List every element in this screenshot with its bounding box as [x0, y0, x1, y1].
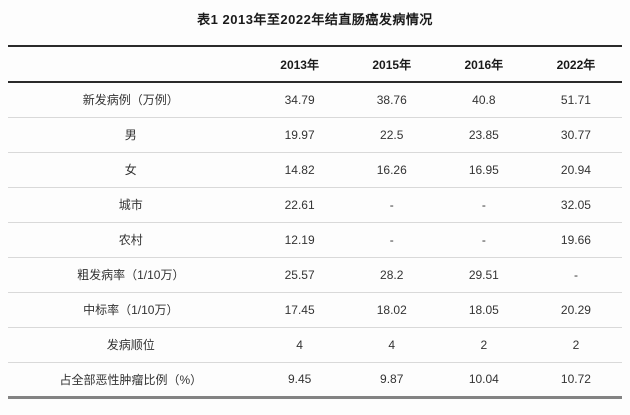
row-label: 新发病例（万例）: [82, 93, 179, 108]
row-label: 占全部恶性肿瘤比例（%）: [59, 372, 203, 387]
cell-value: 25.57: [284, 267, 315, 282]
table-row: 占全部恶性肿瘤比例（%） 9.45 9.87 10.04 10.72: [8, 362, 622, 397]
cell-value: -: [481, 232, 486, 247]
header-row: 2013年 2015年 2016年 2022年: [8, 46, 622, 82]
header-cell-year: 2016年: [464, 57, 504, 72]
cell-value: -: [389, 232, 394, 247]
table-title: 表1 2013年至2022年结直肠癌发病情况: [197, 12, 433, 27]
cell-value: 4: [296, 337, 303, 352]
row-label: 城市: [118, 198, 143, 212]
cell-value: 28.2: [380, 267, 404, 282]
table-header: 2013年 2015年 2016年 2022年: [8, 46, 622, 82]
row-label: 农村: [118, 233, 143, 247]
header-cell-label: [8, 46, 254, 82]
cell-value: 51.71: [560, 92, 591, 107]
cell-value: 19.66: [560, 232, 591, 247]
cell-value: 20.29: [560, 302, 591, 317]
table-row: 粗发病率（1/10万） 25.57 28.2 29.51 -: [8, 257, 622, 292]
row-label: 女: [124, 163, 137, 177]
cell-value: 40.8: [472, 92, 496, 107]
table-row: 发病顺位 4 4 2 2: [8, 327, 622, 362]
cell-value: 10.04: [468, 372, 499, 386]
cell-value: 20.94: [560, 162, 591, 177]
cell-value: 29.51: [468, 267, 499, 282]
table-body: 新发病例（万例） 34.79 38.76 40.8 51.71 男 19.97 22.5 23.…: [8, 82, 622, 397]
table-row: 新发病例（万例） 34.79 38.76 40.8 51.71: [8, 82, 622, 117]
cell-value: -: [481, 197, 486, 212]
cell-value: 4: [388, 337, 396, 352]
table-row: 女 14.82 16.26 16.95 20.94: [8, 152, 622, 187]
cell-value: 30.77: [560, 127, 591, 142]
table-row: 男 19.97 22.5 23.85 30.77: [8, 117, 622, 152]
cell-value: 17.45: [284, 302, 315, 317]
cell-value: 9.87: [380, 372, 404, 386]
cell-value: 19.97: [284, 127, 315, 142]
table-row: 城市 22.61 - - 32.05: [8, 187, 622, 222]
row-label: 发病顺位: [106, 338, 155, 352]
incidence-table: 2013年 2015年 2016年 2022年 新发病例（万例） 34.79 38.76 4…: [8, 45, 622, 399]
cell-value: 9.45: [287, 372, 312, 386]
cell-value: 18.02: [376, 302, 407, 317]
cell-value: 23.85: [468, 127, 499, 142]
table-row: 中标率（1/10万） 17.45 18.02 18.05 20.29: [8, 292, 622, 327]
row-label: 中标率（1/10万）: [83, 303, 179, 317]
row-label: 男: [124, 128, 137, 142]
cell-value: 16.95: [468, 162, 499, 177]
cell-value: 34.79: [284, 92, 315, 107]
cell-value: 22.5: [380, 127, 404, 142]
cell-value: 2: [480, 337, 488, 352]
header-cell-year: 2022年: [556, 57, 596, 72]
header-cell-year: 2013年: [280, 57, 319, 72]
table-row: 农村 12.19 - - 19.66: [8, 222, 622, 257]
cell-value: 12.19: [284, 232, 315, 247]
cell-value: 10.72: [560, 372, 591, 386]
cell-value: 22.61: [284, 197, 315, 212]
cell-value: 18.05: [468, 302, 499, 317]
cell-value: 38.76: [376, 92, 407, 107]
cell-value: -: [573, 267, 578, 282]
row-label: 粗发病率（1/10万）: [77, 268, 185, 282]
cell-value: 32.05: [560, 197, 591, 212]
header-cell-year: 2015年: [372, 57, 412, 72]
cell-value: 2: [572, 337, 580, 352]
cell-value: -: [389, 197, 394, 212]
cell-value: 16.26: [376, 162, 407, 177]
cell-value: 14.82: [284, 162, 315, 177]
